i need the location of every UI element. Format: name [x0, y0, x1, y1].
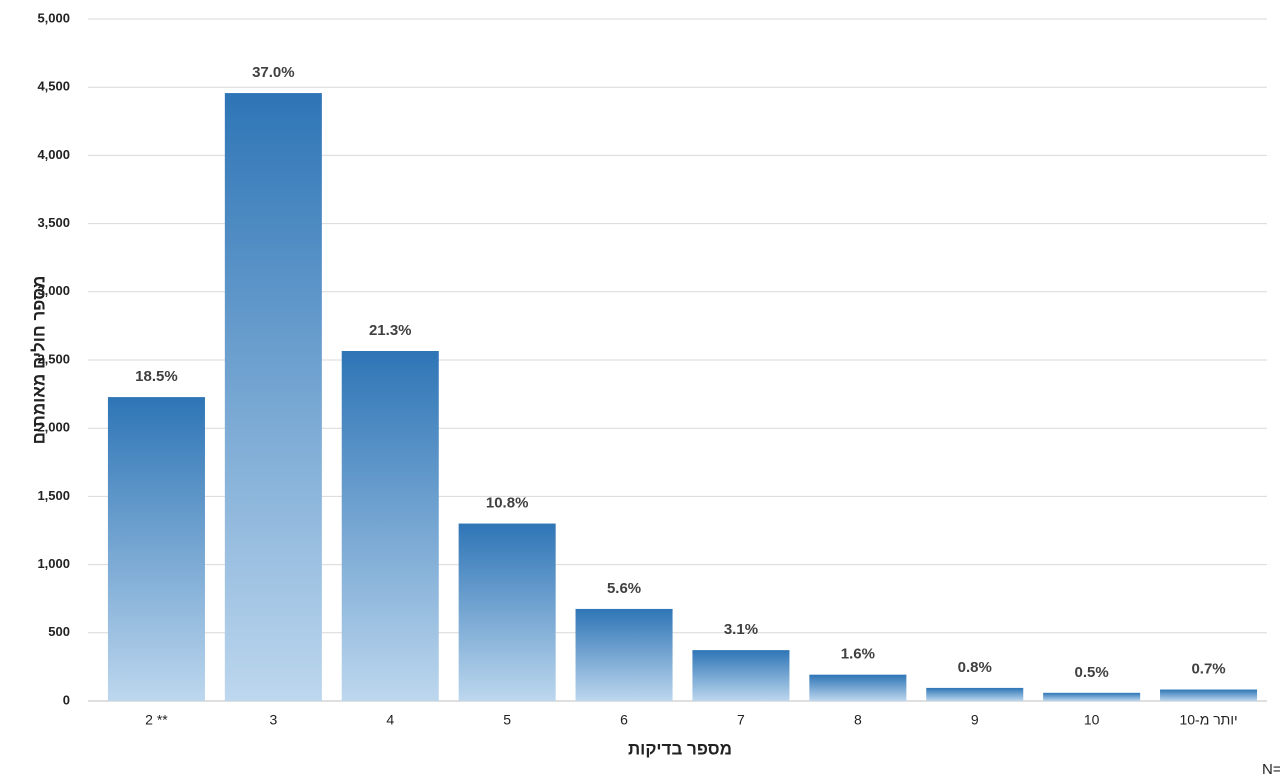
- x-tick-label: 7: [737, 712, 745, 728]
- value-label: 10.8%: [486, 495, 529, 512]
- x-tick-label: ** 2: [145, 712, 168, 728]
- value-label: 0.8%: [958, 659, 992, 676]
- value-label: 18.5%: [135, 368, 178, 385]
- x-tick-label: 4: [386, 712, 394, 728]
- bar: [926, 687, 1024, 701]
- value-label: 0.7%: [1191, 661, 1225, 678]
- x-axis-title: מספר בדיקות: [628, 739, 732, 758]
- y-tick-label: 3,500: [37, 215, 70, 230]
- y-tick-label: 2,000: [37, 420, 70, 435]
- bar: [1160, 689, 1258, 701]
- x-tick-label: 10: [1084, 712, 1100, 728]
- x-tick-label: 6: [620, 712, 628, 728]
- bar: [575, 608, 673, 701]
- y-tick-label: 3,000: [37, 283, 70, 298]
- x-tick-label: יותר מ-10: [1179, 712, 1237, 728]
- value-label: 5.6%: [607, 580, 641, 597]
- value-label: 3.1%: [724, 621, 758, 638]
- y-tick-label: 2,500: [37, 351, 70, 366]
- y-axis-title: מספר חולים מאומתים: [29, 276, 48, 445]
- y-tick-label: 1,500: [37, 488, 70, 503]
- bar: [809, 674, 907, 701]
- bar: [692, 650, 790, 701]
- x-tick-label: 9: [971, 712, 979, 728]
- bar: [341, 350, 439, 701]
- x-tick-label: 5: [503, 712, 511, 728]
- y-tick-label: 5,000: [37, 10, 70, 25]
- x-tick-label: 3: [269, 712, 277, 728]
- value-label: 1.6%: [841, 646, 875, 663]
- bar: [107, 397, 205, 701]
- value-label: 21.3%: [369, 322, 412, 339]
- bar: [224, 93, 322, 702]
- y-tick-label: 4,000: [37, 147, 70, 162]
- bar: [458, 523, 556, 701]
- y-tick-label: 0: [63, 692, 70, 707]
- footnote: נתונים מעודכנים ל-26/4/20 שעה 8:00 N=12,…: [1262, 761, 1280, 778]
- y-tick-label: 1,000: [37, 556, 70, 571]
- y-tick-label: 4,500: [37, 79, 70, 94]
- value-label: 0.5%: [1075, 664, 1109, 681]
- value-label: 37.0%: [252, 64, 295, 81]
- x-tick-label: 8: [854, 712, 862, 728]
- y-tick-label: 500: [48, 624, 70, 639]
- bar: [1043, 692, 1141, 701]
